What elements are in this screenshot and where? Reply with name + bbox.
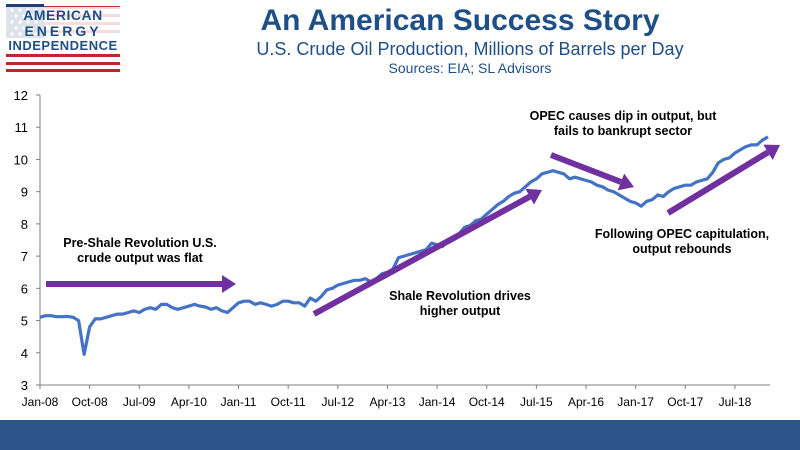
y-tick-label: 12: [14, 88, 28, 103]
x-tick-label: Apr-16: [568, 395, 604, 409]
annotation-line1: Following OPEC capitulation,: [595, 227, 769, 241]
y-tick-label: 6: [21, 281, 28, 296]
y-tick-label: 5: [21, 314, 28, 329]
x-tick-label: Oct-14: [469, 395, 505, 409]
y-tick-label: 8: [21, 217, 28, 232]
annotation-line2: fails to bankrupt sector: [554, 124, 692, 138]
chart-sources: Sources: EIA; SL Advisors: [389, 60, 552, 76]
x-tick-label: Jul-15: [520, 395, 553, 409]
annotation-line1: OPEC causes dip in output, but: [530, 109, 718, 123]
x-tick-label: Jan-08: [22, 395, 59, 409]
x-tick-label: Oct-08: [72, 395, 108, 409]
crude-oil-production-chart: An American Success Story U.S. Crude Oil…: [14, 4, 780, 409]
american-energy-independence-logo: AMERICAN ENERGY INDEPENDENCE: [6, 4, 120, 72]
y-tick-label: 3: [21, 378, 28, 393]
x-tick-label: Jan-17: [617, 395, 654, 409]
logo-line1: AMERICAN: [6, 7, 120, 23]
production-line: [39, 135, 769, 356]
chart-title: An American Success Story: [260, 4, 659, 37]
x-tick-label: Jan-11: [221, 395, 257, 409]
annotation-line2: higher output: [420, 304, 501, 318]
annotation-line1: Shale Revolution drives: [389, 289, 531, 303]
y-tick-label: 7: [21, 249, 28, 264]
y-tick-label: 11: [15, 120, 29, 135]
opec-dip-arrow: [549, 152, 634, 191]
annotation-line2: output rebounds: [632, 242, 731, 256]
rebound-arrow: [666, 144, 780, 216]
annotation-line1: Pre-Shale Revolution U.S.: [63, 236, 217, 250]
logo-line2: ENERGY: [6, 23, 120, 39]
x-tick-label: Oct-11: [271, 395, 306, 409]
footer-bar: [0, 420, 800, 450]
x-tick-label: Jul-12: [321, 395, 354, 409]
y-tick-label: 10: [14, 152, 28, 167]
flat-period-arrow: [46, 275, 236, 293]
x-tick-label: Jul-18: [719, 395, 752, 409]
x-tick-label: Apr-10: [171, 395, 207, 409]
x-tick-label: Apr-13: [369, 395, 405, 409]
y-tick-label: 9: [21, 185, 28, 200]
annotation-4: Following OPEC capitulation,output rebou…: [595, 227, 769, 256]
x-tick-label: Jan-14: [419, 395, 456, 409]
chart-subtitle: U.S. Crude Oil Production, Millions of B…: [256, 39, 683, 59]
logo-line3: INDEPENDENCE: [6, 38, 120, 53]
shale-growth-arrow: [312, 188, 542, 317]
annotation-line2: crude output was flat: [77, 251, 204, 265]
y-tick-label: 4: [21, 346, 28, 361]
x-tick-label: Jul-09: [123, 395, 156, 409]
annotation-1: Pre-Shale Revolution U.S.crude output wa…: [63, 236, 217, 265]
x-tick-label: Oct-17: [667, 395, 703, 409]
